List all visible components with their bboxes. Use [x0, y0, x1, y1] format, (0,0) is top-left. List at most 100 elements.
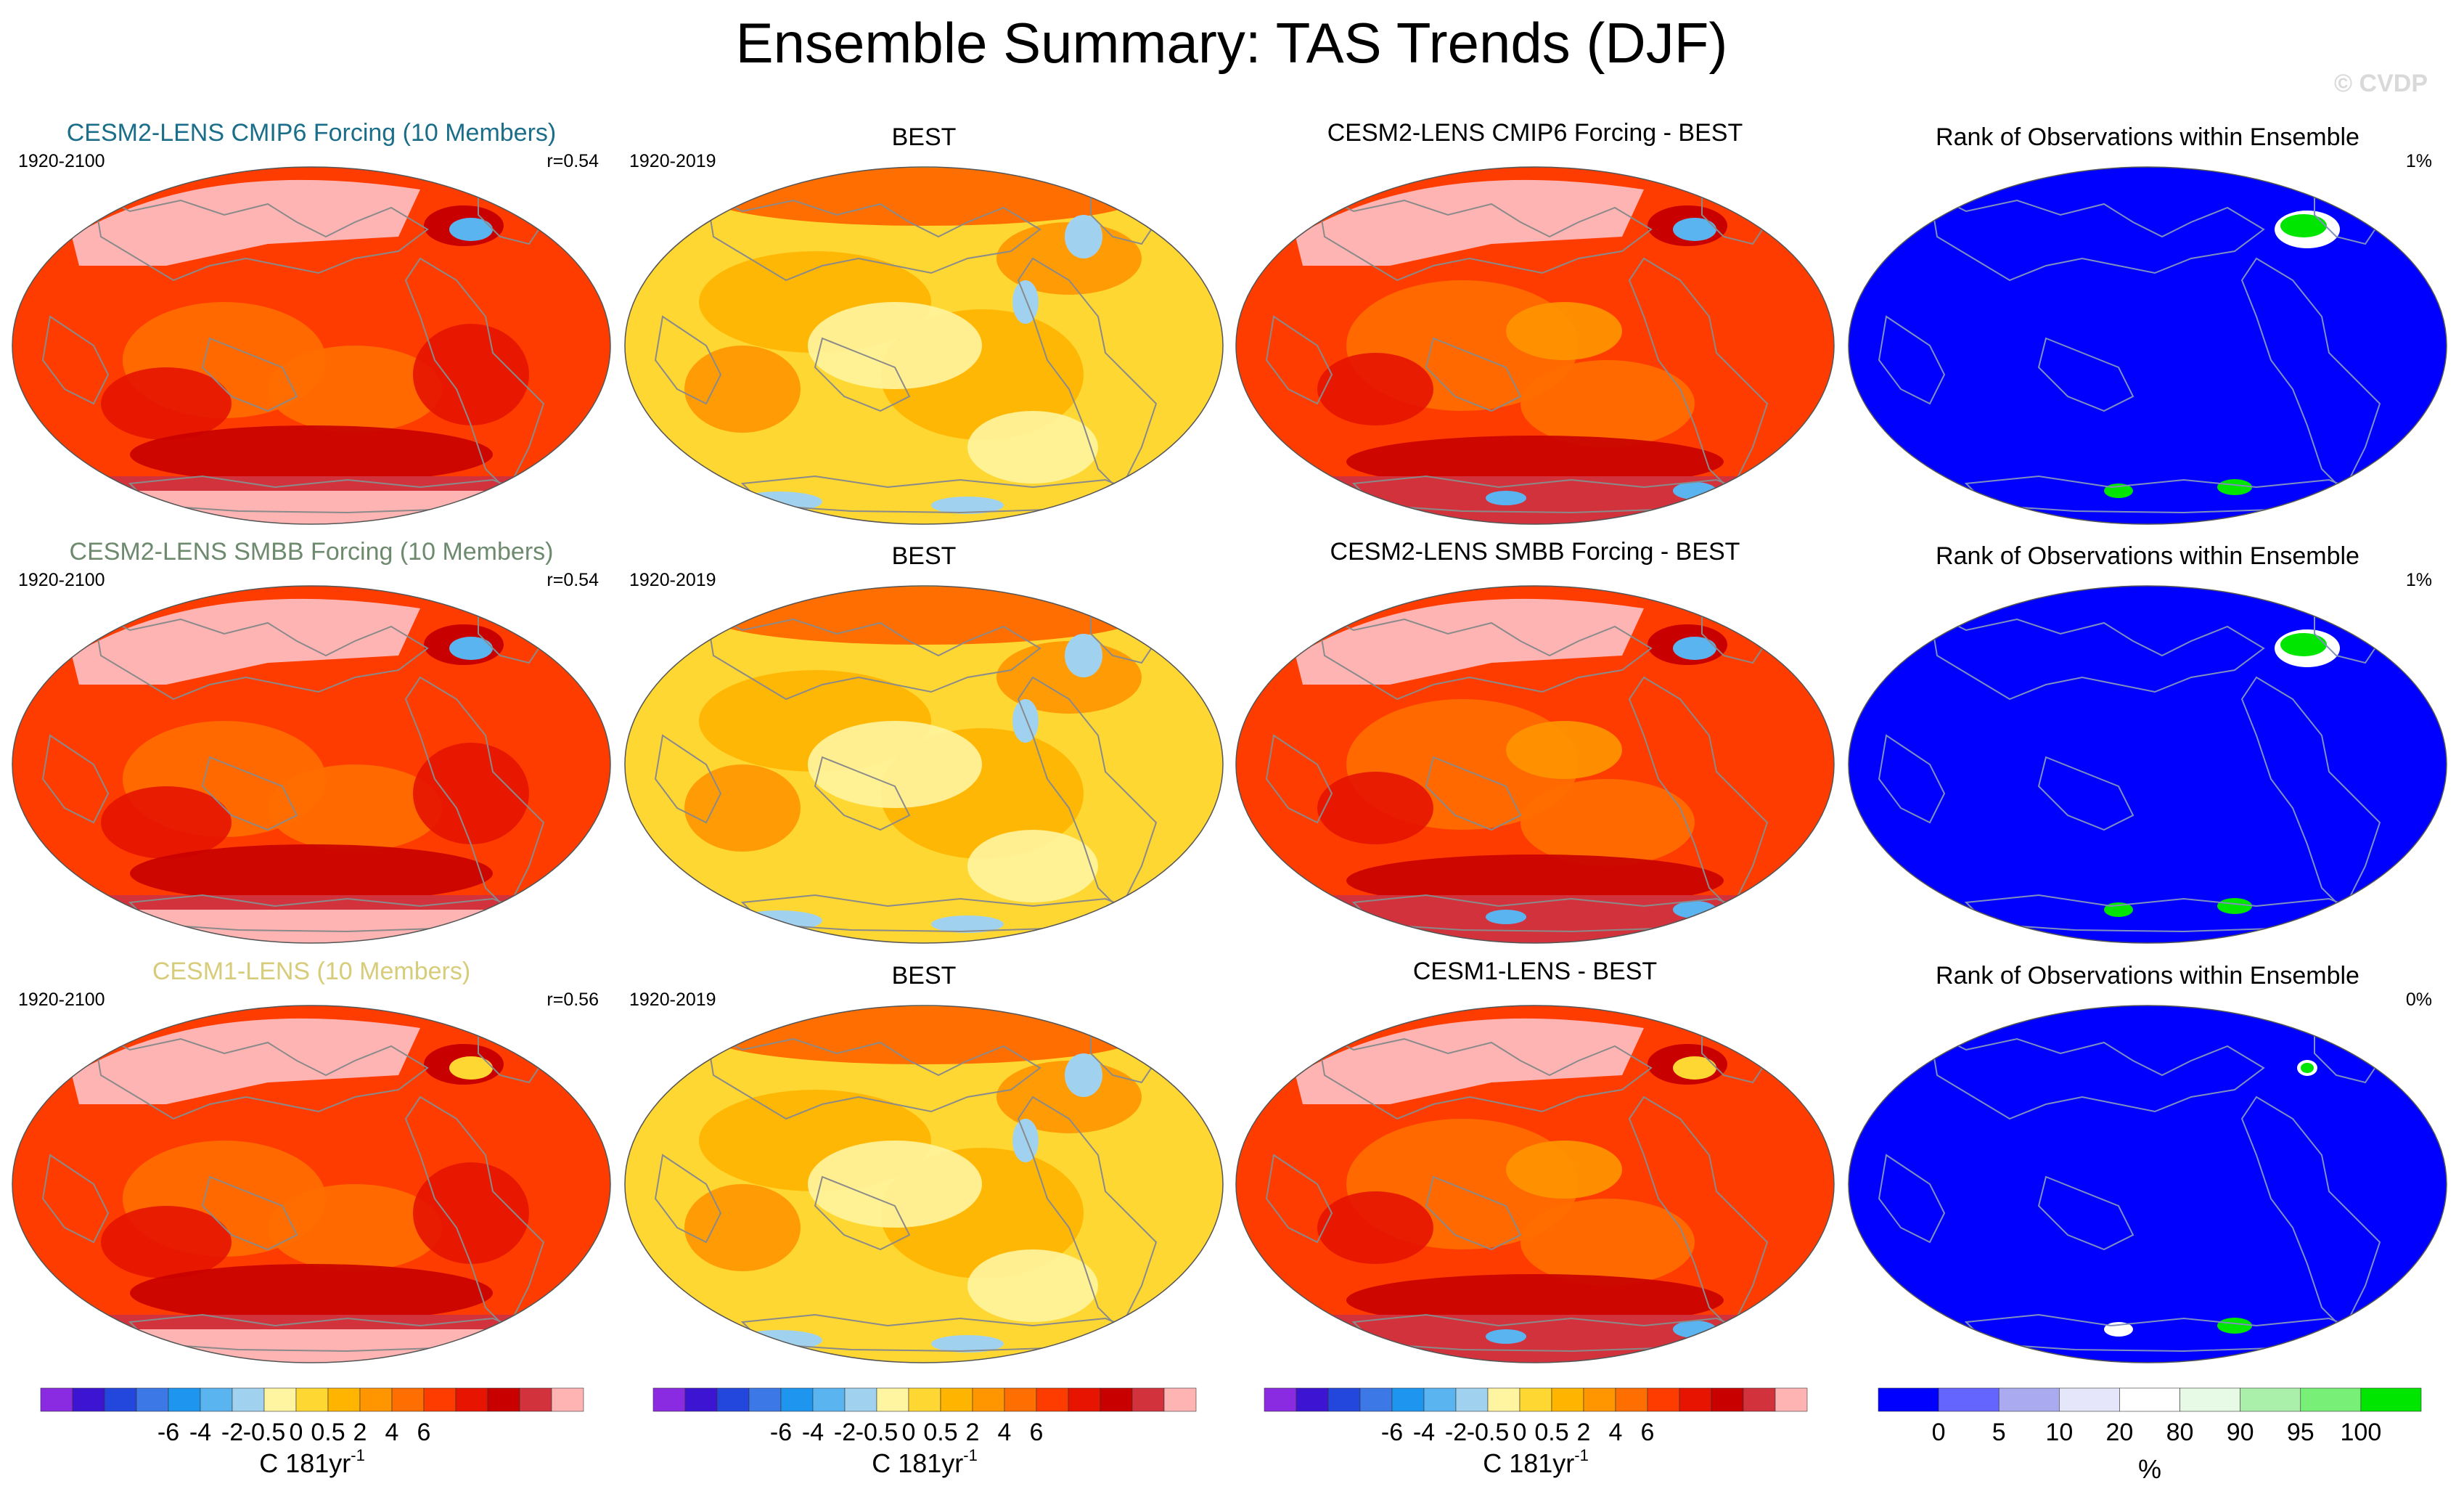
- map-panel-model-row-2: CESM2-LENS SMBB Forcing (10 Members) 1920…: [12, 538, 611, 944]
- colorbar-tick-label: -6: [1381, 1419, 1403, 1446]
- trend-colorbar-1: -6 -4 -2 -0.5 0 0.5 2 4 6 C 181yr-1: [40, 1387, 584, 1478]
- colorbar-swatch: [1423, 1387, 1457, 1412]
- colorbar-swatch: [1131, 1387, 1165, 1412]
- pattern-correlation: r=0.54: [547, 151, 599, 171]
- colorbar-swatch: [1163, 1387, 1197, 1412]
- model-panel-title: CESM1-LENS (10 Members): [152, 958, 470, 985]
- colorbar-swatch: [1615, 1387, 1648, 1412]
- colorbar-swatch: [2119, 1387, 2180, 1412]
- colorbar-swatch: [168, 1387, 201, 1412]
- colorbar-tick-label: -0.5: [1467, 1419, 1510, 1446]
- map-border: [624, 1005, 1224, 1363]
- colorbar-unit-label: C 181yr-1: [259, 1446, 365, 1478]
- colorbar-swatch: [748, 1387, 782, 1412]
- obs-panel-title: BEST: [892, 542, 957, 570]
- colorbar-tick-label: 90: [2227, 1419, 2254, 1446]
- colorbar-swatch: [1327, 1387, 1361, 1412]
- colorbar-tick-label: 2: [966, 1419, 980, 1446]
- colorbar-swatch: [1998, 1387, 2060, 1412]
- colorbar-tick-label: -2: [834, 1419, 856, 1446]
- model-period: 1920-2100: [18, 151, 105, 171]
- colorbar-swatch: [2240, 1387, 2301, 1412]
- colorbar-tick-label: 100: [2341, 1419, 2382, 1446]
- map-panel-diff-row-2: CESM2-LENS SMBB Forcing - BEST: [1235, 538, 1835, 944]
- obs-period: 1920-2019: [629, 570, 716, 590]
- colorbar-tick-label: 0: [290, 1419, 303, 1446]
- colorbar-tick-label: 0.5: [311, 1419, 345, 1446]
- colorbar-swatch: [1551, 1387, 1584, 1412]
- colorbar-swatch: [684, 1387, 718, 1412]
- colorbar-swatch: [1878, 1387, 1939, 1412]
- colorbar-tick-label: -4: [802, 1419, 824, 1446]
- map-border: [1235, 585, 1835, 944]
- colorbar-swatch: [551, 1387, 584, 1412]
- colorbar-swatch: [263, 1387, 297, 1412]
- colorbar-swatch: [716, 1387, 750, 1412]
- colorbar-tick-label: 0: [902, 1419, 916, 1446]
- colorbar-swatch: [295, 1387, 329, 1412]
- obs-panel-title: BEST: [892, 123, 957, 151]
- trend-colorbar-2: -6 -4 -2 -0.5 0 0.5 2 4 6 C 181yr-1: [652, 1387, 1197, 1478]
- colorbar-swatch: [812, 1387, 846, 1412]
- rank-panel-title: Rank of Observations within Ensemble: [1936, 962, 2359, 990]
- colorbar-unit-exponent: -1: [1574, 1446, 1589, 1464]
- colorbar-tick-label: 0.5: [923, 1419, 957, 1446]
- colorbar-swatch: [1938, 1387, 2000, 1412]
- colorbar-row: -6 -4 -2 -0.5 0 0.5 2 4 6C 181yr-1-6 -4 -2 -0.5 0 0.5…: [40, 1387, 2422, 1484]
- colorbar-unit-label: C 181yr-1: [1483, 1446, 1589, 1478]
- map-panel-rank-row-3: Rank of Observations within Ensemble 0%: [1848, 962, 2447, 1363]
- map-panel-model-row-1: CESM2-LENS CMIP6 Forcing (10 Members) 192…: [12, 119, 611, 525]
- colorbar-tick-label: 20: [2106, 1419, 2134, 1446]
- diff-panel-title: CESM1-LENS - BEST: [1413, 958, 1657, 985]
- colorbar-tick-label: -4: [189, 1419, 211, 1446]
- map-border: [624, 166, 1224, 525]
- colorbar-tick-label: -6: [770, 1419, 792, 1446]
- rank-percent: 0%: [2406, 990, 2432, 1010]
- colorbar-tick-label: 4: [1609, 1419, 1623, 1446]
- colorbar-tick-label: 0.5: [1534, 1419, 1568, 1446]
- map-border: [1848, 166, 2447, 525]
- colorbar-swatch: [1068, 1387, 1101, 1412]
- colorbar-swatch: [1264, 1387, 1297, 1412]
- colorbar-tick-label: 0: [1513, 1419, 1527, 1446]
- rank-panel-title: Rank of Observations within Ensemble: [1936, 542, 2359, 570]
- colorbar-swatch: [2300, 1387, 2362, 1412]
- trend-colorbar-3: -6 -4 -2 -0.5 0 0.5 2 4 6 C 181yr-1: [1264, 1387, 1808, 1478]
- colorbar-swatch: [519, 1387, 552, 1412]
- colorbar-swatch: [876, 1387, 909, 1412]
- model-period: 1920-2100: [18, 990, 105, 1010]
- colorbar-tick-label: -0.5: [856, 1419, 899, 1446]
- colorbar-tick-label: 4: [385, 1419, 399, 1446]
- colorbar-tick-label: 6: [1641, 1419, 1655, 1446]
- colorbar-swatch: [391, 1387, 425, 1412]
- colorbar-swatch: [1711, 1387, 1744, 1412]
- rank-percent: 1%: [2406, 570, 2432, 590]
- colorbar-unit-exponent: -1: [351, 1446, 365, 1464]
- colorbar-swatch: [104, 1387, 137, 1412]
- colorbar-swatch: [1004, 1387, 1037, 1412]
- colorbar-swatch: [1487, 1387, 1520, 1412]
- colorbar-swatch: [1775, 1387, 1808, 1412]
- colorbar-swatch: [423, 1387, 457, 1412]
- map-panel-obs-row-2: BEST 1920-2019: [624, 542, 1224, 944]
- colorbar-swatch: [2360, 1387, 2422, 1412]
- map-panel-diff-row-1: CESM2-LENS CMIP6 Forcing - BEST: [1235, 119, 1835, 525]
- map-border: [12, 166, 611, 525]
- colorbar-swatch: [2059, 1387, 2120, 1412]
- colorbar-tick-label: 6: [417, 1419, 431, 1446]
- obs-period: 1920-2019: [629, 151, 716, 171]
- colorbar-swatch: [72, 1387, 105, 1412]
- model-panel-title: CESM2-LENS SMBB Forcing (10 Members): [70, 538, 554, 566]
- colorbar-tick-label: 2: [353, 1419, 367, 1446]
- colorbar-swatch: [40, 1387, 73, 1412]
- colorbar-swatch: [908, 1387, 941, 1412]
- colorbar-tick-label: 0: [1932, 1419, 1946, 1446]
- colorbar-swatch: [940, 1387, 973, 1412]
- colorbar-swatch: [1100, 1387, 1133, 1412]
- colorbar-swatch: [359, 1387, 393, 1412]
- map-border: [624, 585, 1224, 944]
- map-border: [12, 585, 611, 944]
- colorbar-unit-exponent: -1: [963, 1446, 978, 1464]
- colorbar-tick-label: 80: [2166, 1419, 2194, 1446]
- colorbar-tick-label: 4: [998, 1419, 1012, 1446]
